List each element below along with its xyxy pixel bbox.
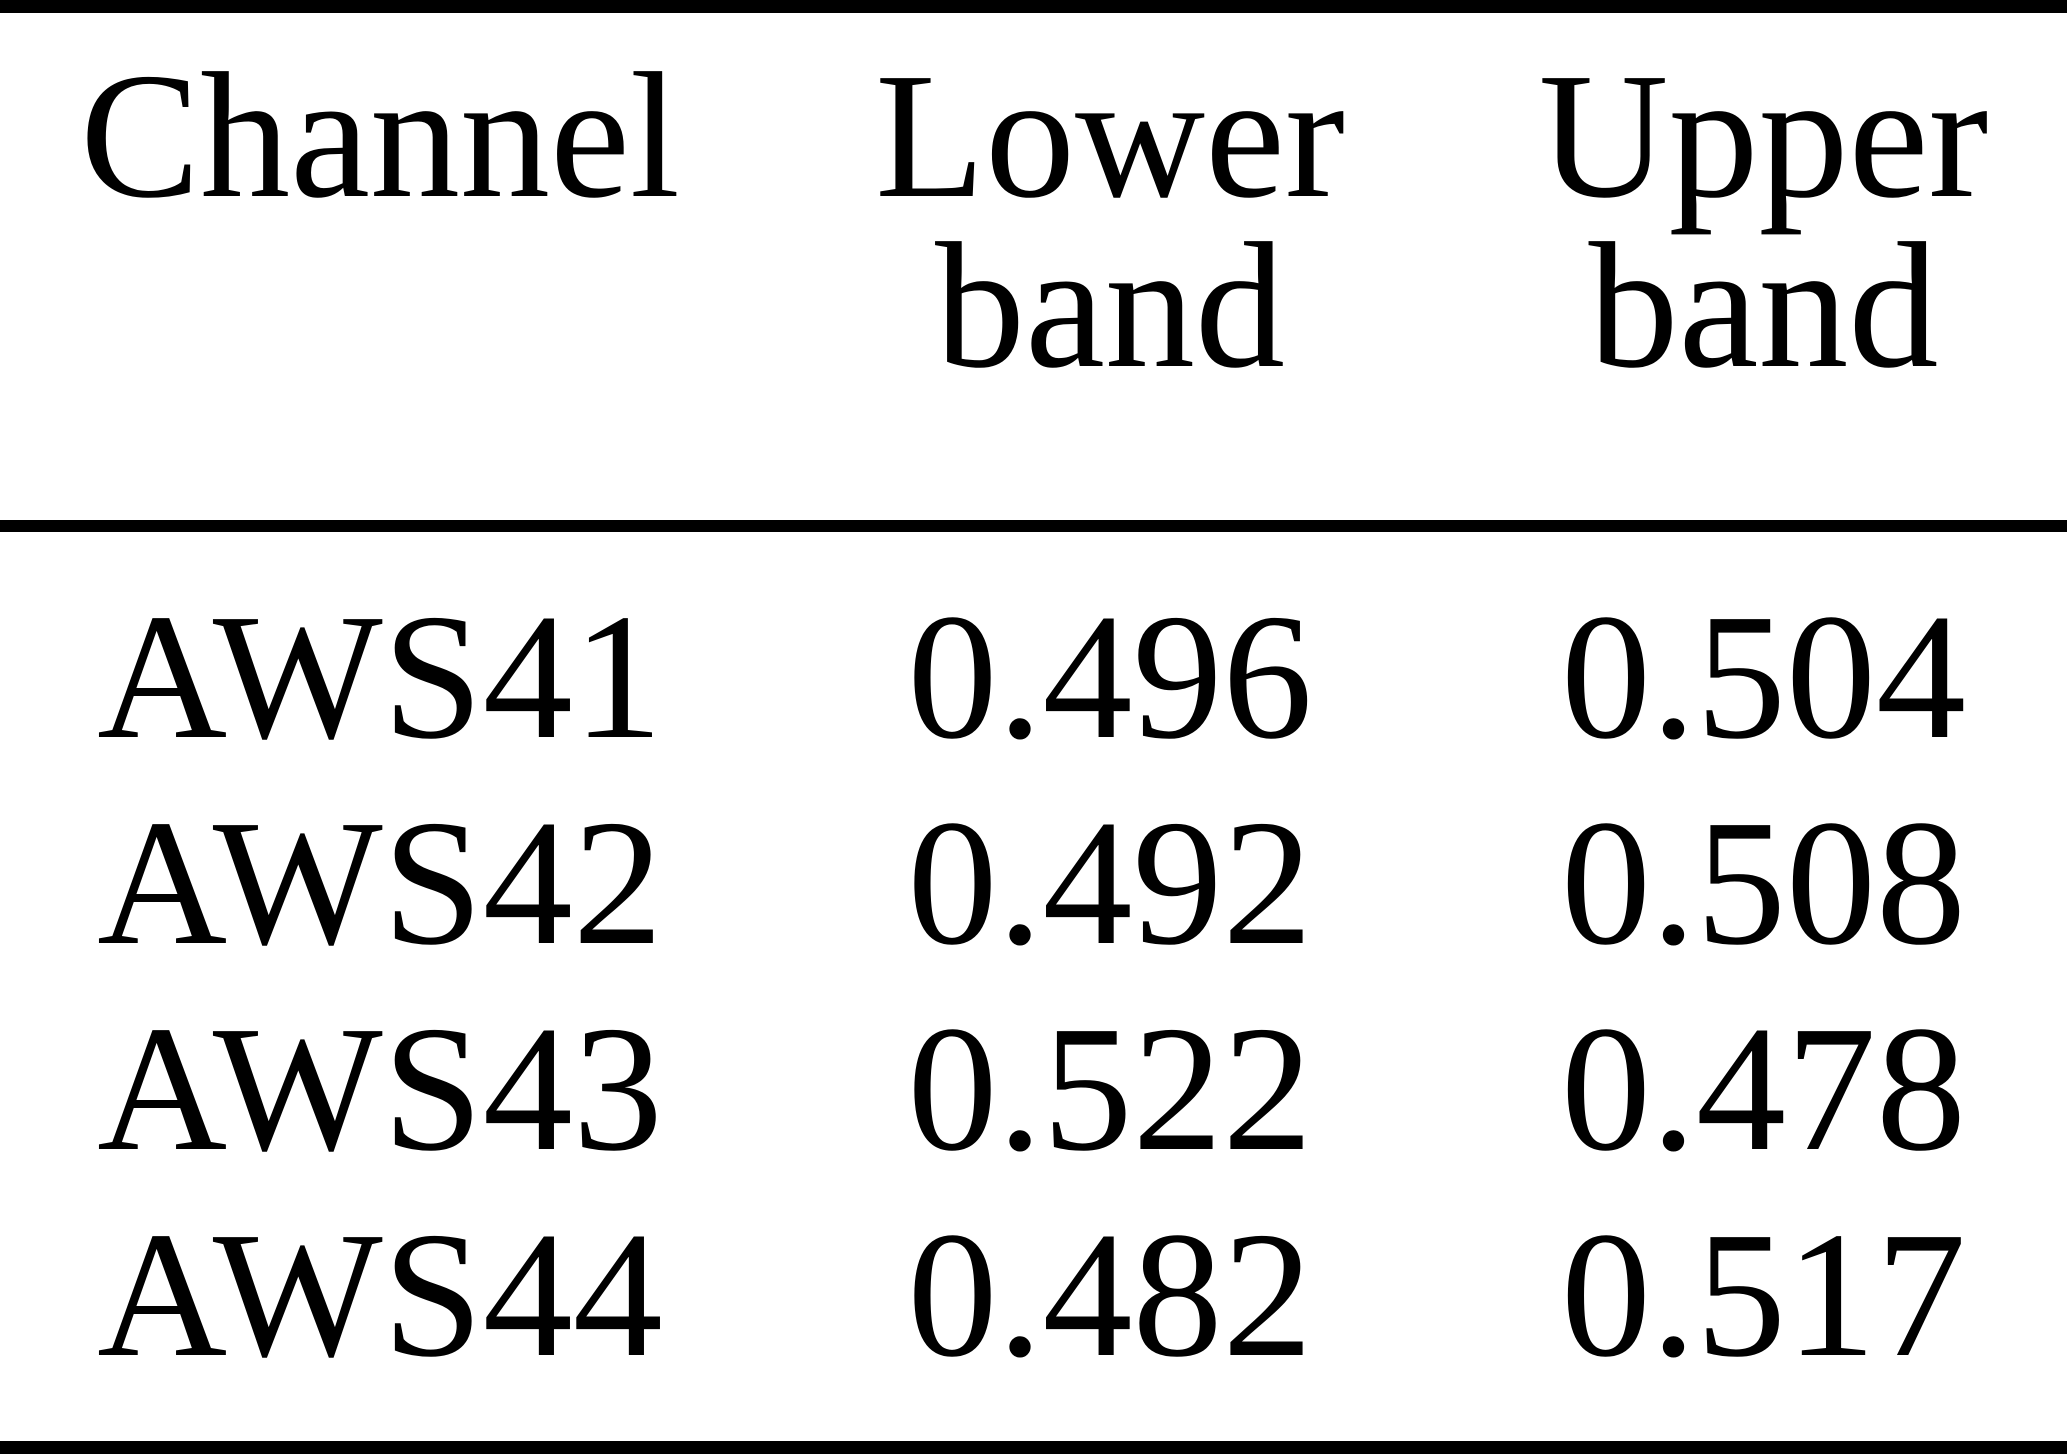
table-row: AWS41 0.496 0.504 [0, 526, 2067, 780]
channel-cell: AWS44 [97, 1195, 663, 1394]
table-row: AWS44 0.482 0.517 [0, 1192, 2067, 1448]
column-header-channel-label: Channel [80, 36, 680, 235]
table-row: AWS43 0.522 0.478 [0, 986, 2067, 1192]
lower-band-cell: 0.492 [907, 783, 1313, 982]
table-body: AWS41 0.496 0.504 AWS42 0.492 0.508 AWS4… [0, 526, 2067, 1448]
table-row: AWS42 0.492 0.508 [0, 780, 2067, 986]
lower-band-cell: 0.482 [907, 1195, 1313, 1394]
column-header-channel: Channel [0, 6, 760, 532]
lower-band-cell: 0.496 [907, 577, 1313, 776]
table-header: Channel Lower band Upper band [0, 6, 2067, 532]
column-header-upper-line2: band [1588, 206, 1939, 405]
upper-band-cell: 0.508 [1561, 783, 1966, 982]
channel-cell: AWS43 [97, 989, 663, 1188]
column-header-upper-line1: Upper [1538, 36, 1989, 235]
channel-cell: AWS42 [97, 783, 663, 982]
upper-band-cell: 0.517 [1561, 1195, 1966, 1394]
column-header-lower-line1: Lower [875, 36, 1345, 235]
column-header-lower-line2: band [935, 206, 1285, 405]
channel-cell: AWS41 [97, 577, 663, 776]
upper-band-cell: 0.478 [1561, 989, 1966, 1188]
lower-band-cell: 0.522 [907, 989, 1313, 1188]
column-header-lower-band: Lower band [760, 6, 1460, 532]
column-header-upper-band: Upper band [1460, 6, 2067, 532]
header-row: Channel Lower band Upper band [0, 6, 2067, 532]
upper-band-cell: 0.504 [1561, 577, 1966, 776]
